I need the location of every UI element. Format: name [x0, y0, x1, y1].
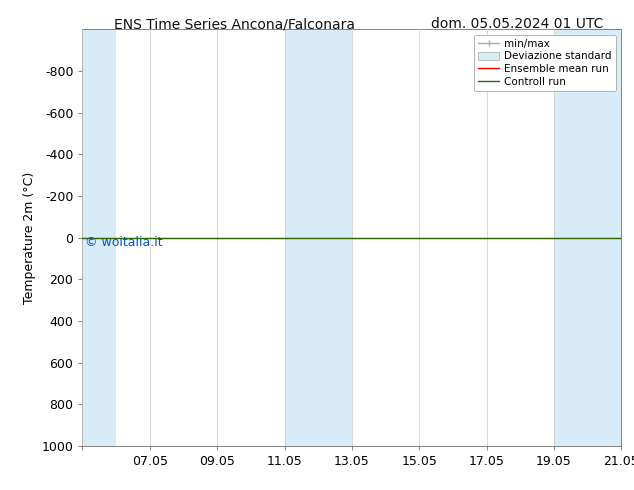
Y-axis label: Temperature 2m (°C): Temperature 2m (°C): [23, 172, 36, 304]
Text: © woitalia.it: © woitalia.it: [85, 236, 163, 248]
Bar: [82, 29, 116, 446]
Bar: [554, 29, 621, 446]
Text: dom. 05.05.2024 01 UTC: dom. 05.05.2024 01 UTC: [431, 17, 604, 31]
Bar: [285, 29, 352, 446]
Text: ENS Time Series Ancona/Falconara: ENS Time Series Ancona/Falconara: [114, 17, 355, 31]
Legend: min/max, Deviazione standard, Ensemble mean run, Controll run: min/max, Deviazione standard, Ensemble m…: [474, 35, 616, 91]
